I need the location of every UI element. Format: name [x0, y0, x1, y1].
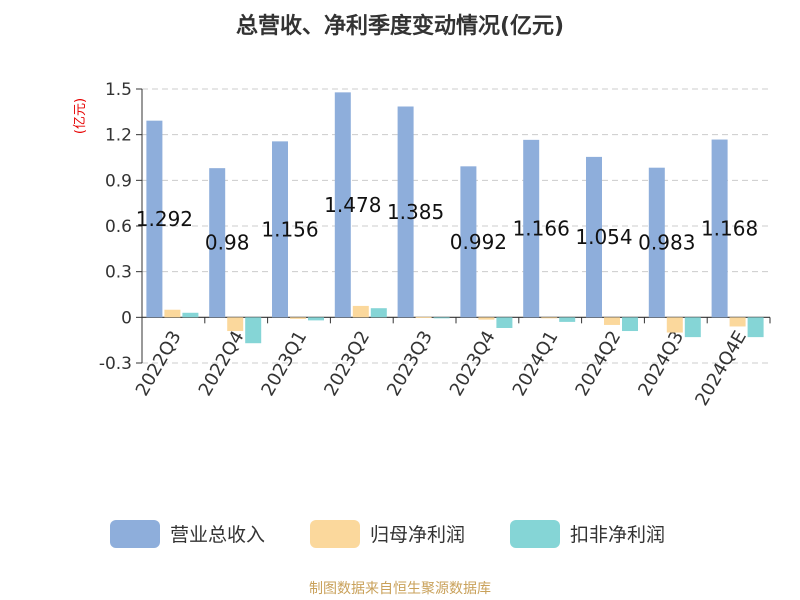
bar-deducted-net-profit: [684, 317, 701, 338]
bar-net-profit: [729, 317, 746, 327]
revenue-data-label: 1.156: [261, 217, 318, 241]
x-tick-label: 2022Q3: [132, 327, 186, 399]
y-tick-label: 0.9: [105, 171, 132, 191]
bar-deducted-net-profit: [370, 308, 387, 318]
x-tick-label: 2024Q1: [509, 327, 563, 399]
bar-deducted-net-profit: [182, 312, 199, 318]
bar-revenue: [272, 141, 288, 318]
x-tick-label: 2023Q2: [320, 327, 374, 399]
bar-net-profit: [666, 317, 683, 333]
revenue-data-label: 1.385: [387, 200, 444, 224]
revenue-data-label: 1.054: [575, 225, 632, 249]
grid-lines: [142, 88, 770, 364]
x-tick-label: 2024Q3: [634, 327, 688, 399]
bar-revenue: [209, 168, 226, 318]
bar-revenue: [397, 106, 414, 318]
x-tick-label: 2024Q4E: [691, 327, 751, 409]
bar-net-profit: [164, 309, 181, 318]
bar-revenue: [711, 139, 728, 318]
legend-swatch: [510, 520, 560, 548]
revenue-data-label: 0.992: [450, 230, 507, 254]
x-tick-label: 2023Q3: [383, 327, 437, 399]
revenue-data-label: 1.168: [701, 216, 758, 240]
bars: [146, 92, 764, 344]
revenue-data-label: 1.166: [513, 217, 570, 241]
y-tick-label: 0.3: [105, 263, 132, 283]
bar-deducted-net-profit: [308, 317, 324, 321]
y-tick-label: 1.2: [105, 126, 132, 146]
legend-label: 营业总收入: [170, 524, 265, 546]
bar-revenue: [146, 120, 163, 318]
revenue-data-label: 0.98: [205, 231, 250, 255]
bar-deducted-net-profit: [559, 317, 576, 322]
legend-swatch: [310, 520, 360, 548]
revenue-data-label: 0.983: [638, 231, 695, 255]
bar-revenue: [523, 139, 540, 318]
revenue-data-label: 1.478: [324, 193, 381, 217]
revenue-data-label: 1.292: [136, 207, 193, 231]
x-tick-label: 2022Q4: [195, 327, 249, 399]
y-tick-label: 0.6: [105, 217, 132, 237]
legend-label: 归母净利润: [370, 524, 465, 546]
y-unit-label: (亿元): [73, 98, 88, 134]
bar-revenue: [648, 167, 665, 318]
y-tick-label: 1.5: [105, 80, 132, 100]
legend-label: 扣非净利润: [570, 524, 665, 546]
x-tick-label: 2023Q4: [446, 327, 500, 399]
bar-net-profit: [478, 317, 495, 320]
bar-revenue: [586, 156, 602, 318]
bar-deducted-net-profit: [496, 317, 513, 328]
bar-net-profit: [352, 305, 369, 318]
bar-deducted-net-profit: [433, 317, 450, 319]
bar-deducted-net-profit: [245, 317, 262, 344]
x-tick-label: 2024Q2: [571, 327, 625, 399]
bar-net-profit: [604, 317, 620, 325]
bar-revenue: [460, 166, 477, 318]
bar-net-profit: [541, 317, 558, 319]
footer-source: 制图数据来自恒生聚源数据库: [309, 581, 491, 597]
y-tick-label: 0: [121, 308, 132, 328]
bar-net-profit: [290, 317, 306, 319]
bar-net-profit: [227, 317, 244, 332]
bar-revenue: [334, 92, 351, 318]
x-tick-label: 2023Q1: [257, 327, 311, 399]
bar-deducted-net-profit: [747, 317, 764, 338]
legend: 营业总收入 归母净利润 扣非净利润: [110, 520, 665, 548]
bar-net-profit: [415, 316, 432, 318]
bar-deducted-net-profit: [622, 317, 638, 332]
y-tick-label: -0.3: [99, 354, 132, 374]
legend-swatch: [110, 520, 160, 548]
chart-title: 总营收、净利季度变动情况(亿元): [236, 13, 564, 39]
